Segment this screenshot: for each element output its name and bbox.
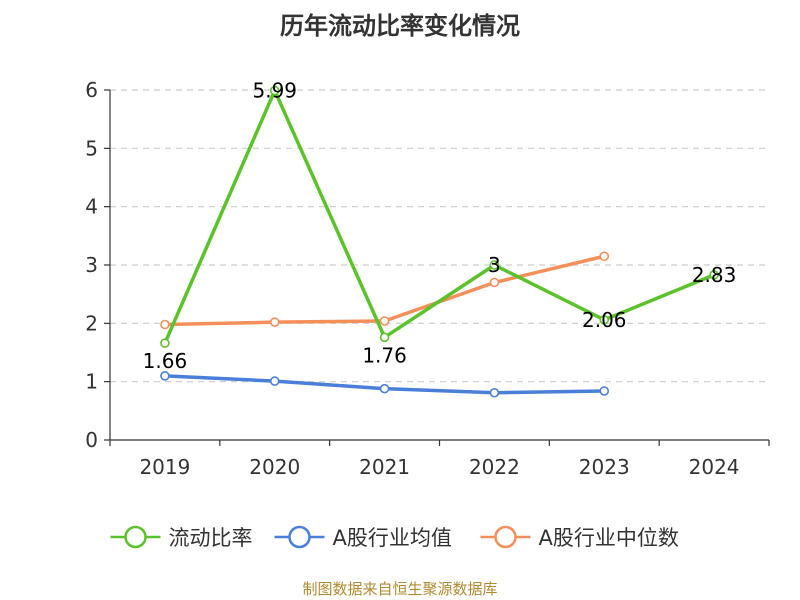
y-tick-label: 6 bbox=[85, 78, 98, 102]
series-line-2 bbox=[164, 254, 605, 327]
legend-marker bbox=[124, 525, 147, 549]
y-tick-label: 1 bbox=[85, 370, 98, 394]
source-note: 制图数据来自恒生聚源数据库 bbox=[302, 580, 497, 598]
gridlines bbox=[110, 89, 769, 383]
legend-label: 流动比率 bbox=[169, 526, 253, 550]
x-tick-label: 2024 bbox=[689, 455, 740, 479]
legend-item: A股行业均值 bbox=[274, 525, 452, 550]
legend-marker bbox=[288, 525, 311, 549]
data-label: 1.66 bbox=[143, 349, 188, 373]
data-point bbox=[489, 387, 500, 398]
data-point bbox=[489, 277, 500, 288]
data-point bbox=[599, 251, 610, 262]
legend-label: A股行业均值 bbox=[333, 526, 452, 550]
data-label: 5.99 bbox=[252, 79, 297, 103]
axes bbox=[104, 89, 770, 446]
data-point bbox=[489, 260, 500, 270]
data-point bbox=[379, 316, 390, 326]
x-tick-label: 2023 bbox=[579, 455, 630, 479]
series-line-0 bbox=[163, 88, 715, 344]
x-tick-label: 2022 bbox=[469, 455, 520, 479]
legend-item: 流动比率 bbox=[110, 525, 253, 550]
data-labels: 1.66 5.99 1.76 3 2.06 2.83 bbox=[143, 79, 737, 374]
chart-title: 历年流动比率变化情况 bbox=[280, 12, 520, 40]
series-lines bbox=[163, 88, 715, 395]
y-tick-label: 5 bbox=[85, 136, 98, 160]
data-point bbox=[269, 85, 280, 96]
legend-item: A股行业中位数 bbox=[480, 525, 679, 550]
legend-label: A股行业中位数 bbox=[539, 526, 679, 550]
data-point bbox=[269, 317, 280, 327]
data-label: 1.76 bbox=[362, 343, 407, 367]
y-axis-ticks: 0 1 2 3 4 5 6 bbox=[85, 78, 98, 452]
x-axis-ticks: 2019 2020 2021 2022 2023 2024 bbox=[139, 455, 739, 479]
x-tick-label: 2020 bbox=[249, 455, 300, 479]
series-points bbox=[160, 85, 719, 398]
legend-marker bbox=[494, 525, 517, 549]
data-point bbox=[160, 371, 170, 381]
y-tick-label: 4 bbox=[85, 195, 98, 219]
data-point bbox=[379, 332, 390, 343]
legend: 流动比率 A股行业均值 A股行业中位数 bbox=[110, 525, 679, 550]
data-point bbox=[160, 338, 170, 348]
data-label: 3 bbox=[488, 253, 501, 277]
x-tick-label: 2019 bbox=[139, 455, 190, 479]
data-point bbox=[599, 315, 610, 325]
data-point bbox=[160, 319, 170, 330]
data-label: 2.06 bbox=[582, 308, 627, 332]
data-point bbox=[379, 383, 390, 394]
y-tick-label: 3 bbox=[85, 253, 98, 277]
data-point bbox=[269, 376, 280, 386]
data-point bbox=[599, 386, 610, 396]
y-tick-label: 2 bbox=[85, 311, 98, 335]
data-point bbox=[709, 270, 719, 280]
data-label: 2.83 bbox=[692, 263, 737, 287]
x-tick-label: 2021 bbox=[359, 455, 410, 479]
y-tick-label: 0 bbox=[85, 428, 98, 452]
